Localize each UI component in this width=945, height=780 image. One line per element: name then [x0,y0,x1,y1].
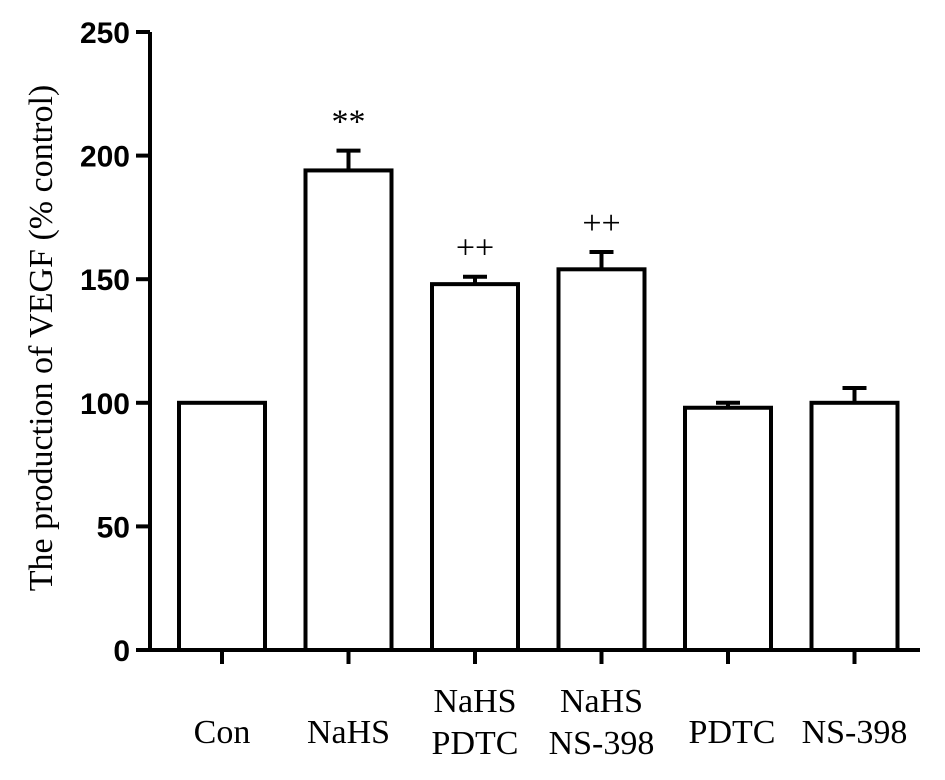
bar [303,168,394,652]
x-category-label: PDTC [689,714,776,751]
x-category-label: NaHS [560,683,643,720]
bar [556,267,647,652]
bar [430,282,520,652]
y-tick-label: 250 [80,17,130,50]
x-category-label: NS-398 [802,714,908,751]
chart-labels: 0 50 100 150 200 250 The production of VEGF (%… [23,17,907,762]
x-category-label: PDTC [432,725,519,762]
chart-axes [136,30,920,664]
y-tick-label: 0 [113,635,130,668]
bar [683,405,773,652]
x-category-label: NaHS [433,683,516,720]
significance-marker: ++ [456,230,494,267]
y-tick-label: 200 [80,141,130,174]
bar [809,400,900,652]
y-tick-label: 100 [80,388,130,421]
x-category-label: NS-398 [549,725,655,762]
x-category-label: NaHS [307,714,390,751]
y-axis-title: The production of VEGF (% control) [23,85,60,591]
y-tick-label: 50 [97,511,130,544]
x-category-label: Con [194,714,251,751]
significance-marker: ** [332,104,366,141]
bar [177,400,267,652]
significance-marker: ++ [582,205,620,242]
chart-bars [177,148,900,652]
y-tick-label: 150 [80,264,130,297]
